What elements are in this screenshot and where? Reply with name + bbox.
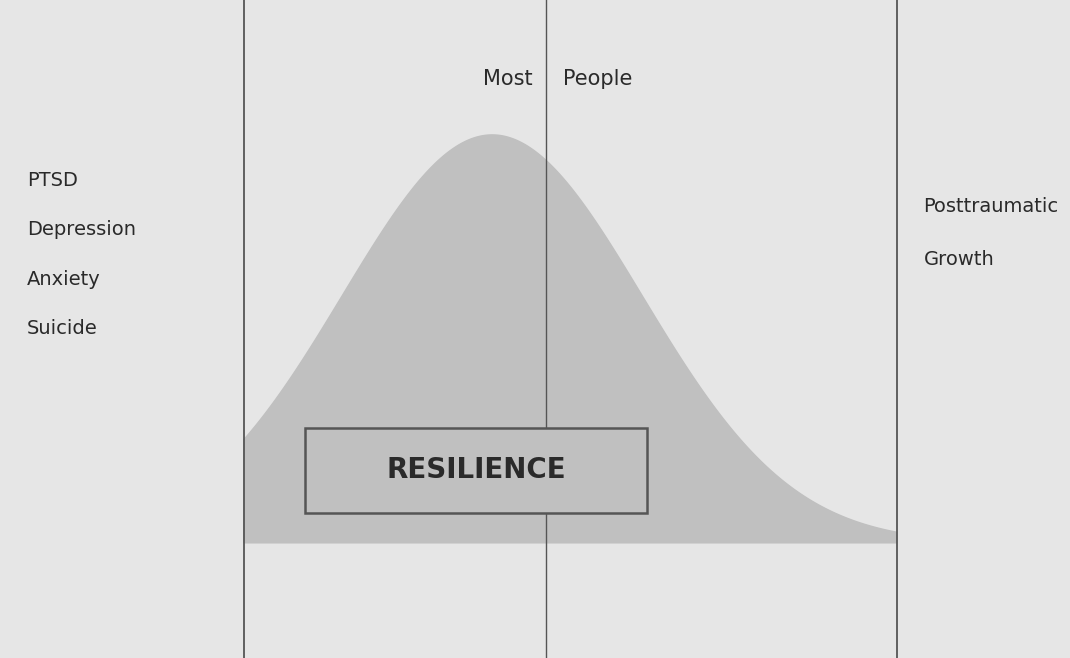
Polygon shape [0,181,245,658]
Text: Most: Most [484,69,533,89]
Bar [305,428,647,513]
Text: Suicide: Suicide [27,319,97,338]
Text: Depression: Depression [27,220,136,240]
Text: Growth: Growth [923,250,994,269]
Text: Anxiety: Anxiety [27,270,101,289]
Text: Posttraumatic: Posttraumatic [923,197,1058,216]
Text: PTSD: PTSD [27,171,78,190]
Polygon shape [244,135,897,543]
Text: RESILIENCE: RESILIENCE [386,457,566,484]
Polygon shape [896,293,1070,658]
Text: People: People [563,69,632,89]
